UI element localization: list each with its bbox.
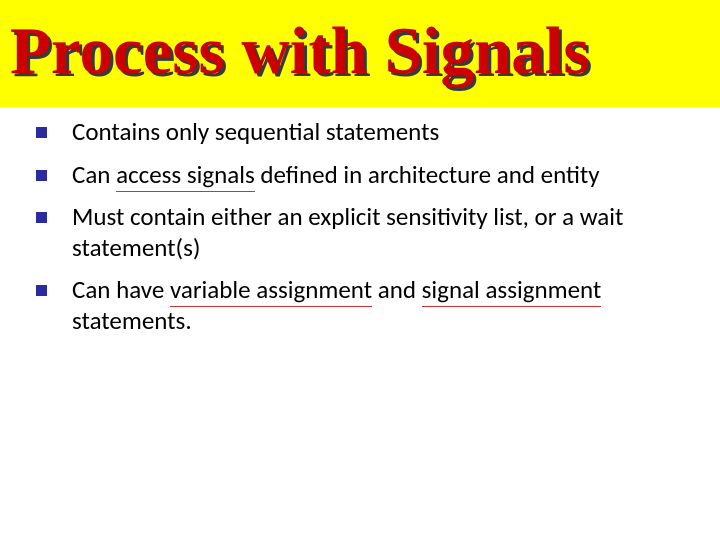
list-item: Contains only sequential statements xyxy=(36,117,690,148)
body: Contains only sequential statements Can a… xyxy=(0,107,720,336)
list-item: Can access signals defined in architectu… xyxy=(36,160,690,191)
text-run: defined in architecture and entity xyxy=(255,159,600,190)
bullet-icon xyxy=(36,170,47,181)
bullet-list: Contains only sequential statements Can a… xyxy=(36,117,690,336)
underlined-text: signal assignment xyxy=(422,274,602,307)
bullet-icon xyxy=(36,285,47,296)
bullet-icon xyxy=(36,127,47,138)
list-item: Must contain either an explicit sensitiv… xyxy=(36,202,690,263)
text-run: and xyxy=(372,274,422,305)
text-run: Can xyxy=(72,159,116,190)
title-text: Process with Signals xyxy=(10,14,589,88)
text-run: Must contain either an explicit sensitiv… xyxy=(72,201,623,263)
slide: { "title": { "text": "Process with Signa… xyxy=(0,0,720,540)
text-run: Contains only sequential statements xyxy=(72,116,439,147)
underlined-text: access signals xyxy=(116,159,255,192)
title-band: Process with Signals Process with Signal… xyxy=(0,0,720,107)
list-item: Can have variable assignment and signal … xyxy=(36,275,690,336)
text-run: Can have xyxy=(72,274,170,305)
text-run: statements. xyxy=(72,305,192,336)
slide-title: Process with Signals Process with Signal… xyxy=(10,18,710,85)
underlined-text: variable assignment xyxy=(170,274,372,307)
bullet-icon xyxy=(36,212,47,223)
